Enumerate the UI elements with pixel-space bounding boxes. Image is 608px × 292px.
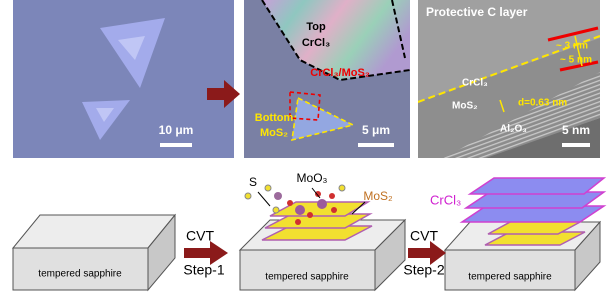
label: CrCl₃/MoS₂ [310, 67, 370, 79]
label: CrCl₃ [430, 192, 461, 207]
shape [265, 185, 271, 191]
label: 5 nm [562, 123, 590, 137]
shape [470, 178, 604, 194]
label: Step-2 [403, 262, 444, 278]
page: {"panels": [ {"scale_bar": "10 μm"}, {"l… [0, 0, 608, 292]
shape [240, 250, 375, 290]
shape [287, 200, 293, 206]
shape [307, 212, 313, 218]
shape [358, 143, 394, 147]
shape [160, 143, 192, 147]
label: MoO₃ [297, 171, 328, 185]
label: 5 μm [362, 123, 390, 137]
label: ~ 5 nm [560, 55, 592, 66]
label: d=0.63 nm [518, 98, 567, 109]
label: tempered sapphire [265, 272, 349, 283]
label: ~ 3 nm [556, 41, 588, 52]
label: CrCl₃ [462, 78, 488, 89]
shape [13, 215, 175, 248]
shape [295, 205, 305, 215]
label: S [249, 175, 257, 189]
shape [245, 193, 251, 199]
label: CVT [410, 228, 438, 244]
shape [273, 207, 279, 213]
shape [274, 192, 282, 200]
shape [13, 0, 234, 158]
label: tempered sapphire [38, 269, 122, 280]
label: Top [306, 21, 326, 33]
figure: 10 μm Top CrCl₃ CrCl₃/MoS₂ Bottom MoS₂ 5… [0, 0, 608, 292]
label: 10 μm [159, 123, 194, 137]
shape [339, 185, 345, 191]
label: Al₂O₃ [500, 124, 527, 135]
shape [331, 207, 337, 213]
shape [562, 143, 590, 147]
shape [258, 192, 270, 206]
label: Protective C layer [426, 5, 528, 19]
shape [329, 193, 335, 199]
label: MoS₂ [363, 189, 393, 203]
label: Step-1 [183, 262, 224, 278]
label: Bottom [255, 112, 294, 124]
label: MoS₂ [452, 101, 478, 112]
label: CrCl₃ [302, 37, 330, 49]
shape [317, 199, 327, 209]
shape [295, 219, 301, 225]
shape [445, 250, 575, 290]
label: CVT [186, 228, 214, 244]
label: tempered sapphire [468, 272, 552, 283]
label: MoS₂ [260, 127, 288, 139]
